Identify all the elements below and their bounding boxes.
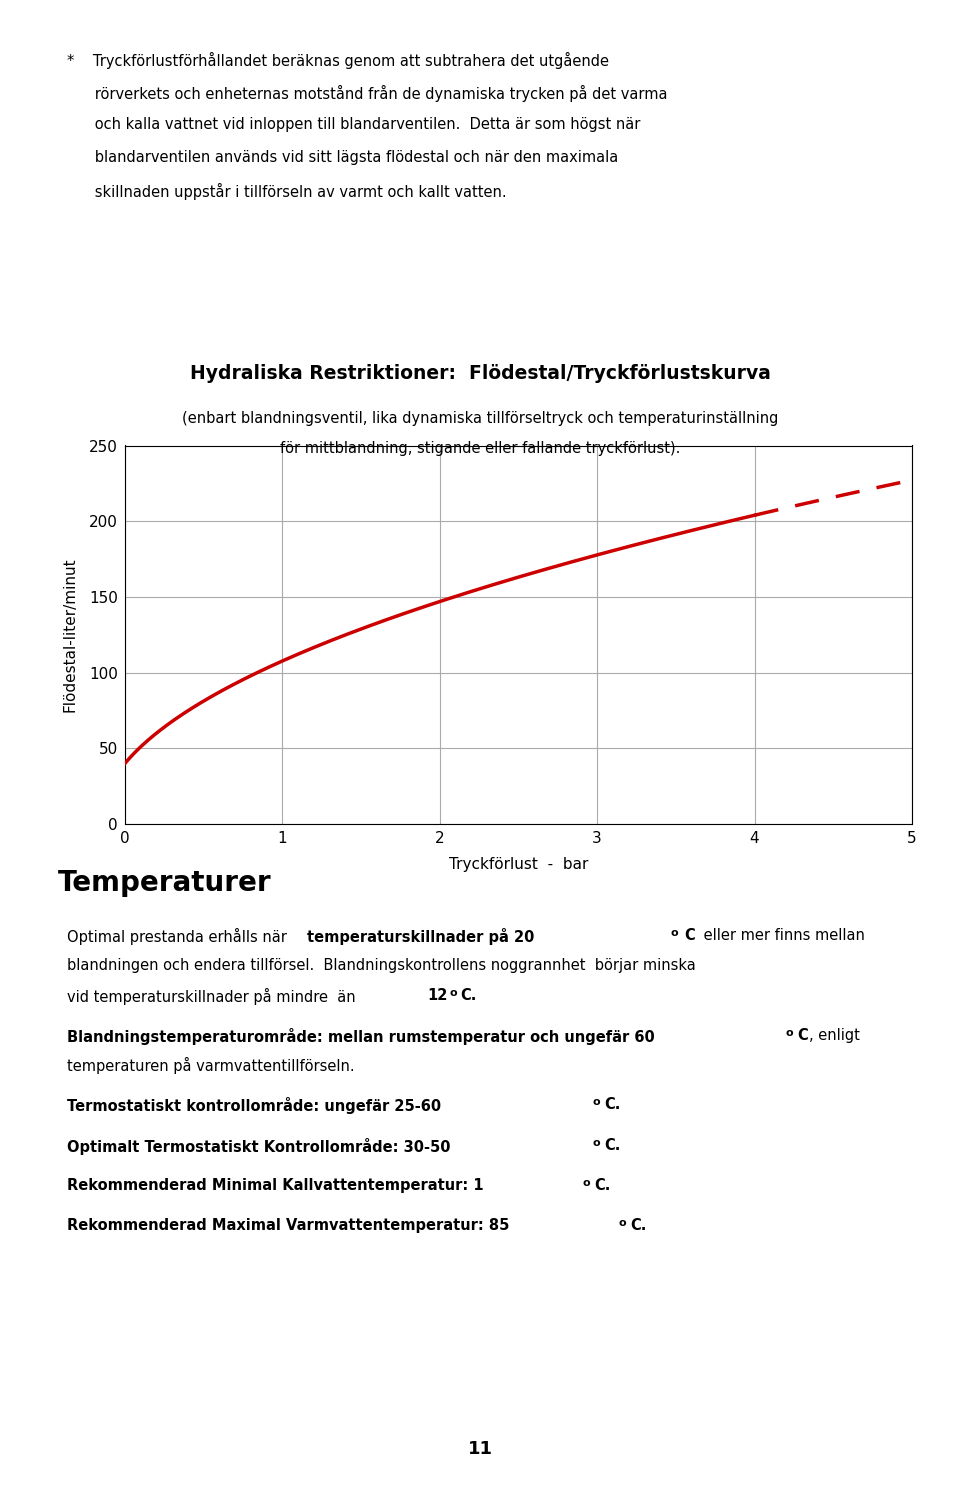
Text: *    Tryckförlustförhållandet beräknas genom att subtrahera det utgående: * Tryckförlustförhållandet beräknas geno… xyxy=(67,52,610,68)
Text: o: o xyxy=(592,1097,600,1108)
Text: o: o xyxy=(449,988,457,998)
Text: C.: C. xyxy=(630,1218,646,1233)
Text: o: o xyxy=(592,1138,600,1148)
Text: C.: C. xyxy=(594,1178,611,1192)
Text: vid temperaturskillnader på mindre  än: vid temperaturskillnader på mindre än xyxy=(67,988,360,1004)
Text: o: o xyxy=(670,928,678,939)
Text: temperaturen på varmvattentillförseln.: temperaturen på varmvattentillförseln. xyxy=(67,1057,355,1074)
Text: Termostatiskt kontrollområde: ungefär 25-60: Termostatiskt kontrollområde: ungefär 25… xyxy=(67,1097,442,1114)
Text: temperaturskillnader på 20: temperaturskillnader på 20 xyxy=(307,928,535,944)
Text: 11: 11 xyxy=(468,1440,492,1458)
Text: och kalla vattnet vid inloppen till blandarventilen.  Detta är som högst när: och kalla vattnet vid inloppen till blan… xyxy=(67,117,640,132)
Text: eller mer finns mellan: eller mer finns mellan xyxy=(699,928,865,943)
Text: o: o xyxy=(785,1028,793,1038)
Text: Optimal prestanda erhålls när: Optimal prestanda erhålls när xyxy=(67,928,292,944)
Text: C.: C. xyxy=(460,988,476,1002)
Text: o: o xyxy=(583,1178,590,1188)
Text: blandarventilen används vid sitt lägsta flödestal och när den maximala: blandarventilen används vid sitt lägsta … xyxy=(67,150,618,165)
Text: Temperaturer: Temperaturer xyxy=(58,869,272,897)
Text: (enbart blandningsventil, lika dynamiska tillförseltryck och temperaturinställni: (enbart blandningsventil, lika dynamiska… xyxy=(181,411,779,426)
Text: Hydraliska Restriktioner:  Flödestal/Tryckförlustskurva: Hydraliska Restriktioner: Flödestal/Tryc… xyxy=(189,364,771,383)
Text: blandningen och endera tillförsel.  Blandningskontrollens noggrannhet  börjar mi: blandningen och endera tillförsel. Bland… xyxy=(67,958,696,973)
Text: skillnaden uppstår i tillförseln av varmt och kallt vatten.: skillnaden uppstår i tillförseln av varm… xyxy=(67,183,507,199)
Text: Optimalt Termostatiskt Kontrollområde: 30-50: Optimalt Termostatiskt Kontrollområde: 3… xyxy=(67,1138,450,1154)
Y-axis label: Flödestal-liter/minut: Flödestal-liter/minut xyxy=(62,557,78,713)
X-axis label: Tryckförlust  -  bar: Tryckförlust - bar xyxy=(448,857,588,872)
Text: rörverkets och enheternas motstånd från de dynamiska trycken på det varma: rörverkets och enheternas motstånd från … xyxy=(67,85,668,101)
Text: o: o xyxy=(618,1218,626,1228)
Text: , enligt: , enligt xyxy=(809,1028,860,1042)
Text: Rekommenderad Minimal Kallvattentemperatur: 1: Rekommenderad Minimal Kallvattentemperat… xyxy=(67,1178,484,1192)
Text: för mittblandning, stigande eller fallande tryckförlust).: för mittblandning, stigande eller fallan… xyxy=(279,441,681,456)
Text: C.: C. xyxy=(604,1097,620,1112)
Text: C: C xyxy=(797,1028,807,1042)
Text: Blandningstemperaturområde: mellan rumstemperatur och ungefär 60: Blandningstemperaturområde: mellan rumst… xyxy=(67,1028,655,1044)
Text: C.: C. xyxy=(604,1138,620,1152)
Text: C: C xyxy=(684,928,695,943)
Text: Rekommenderad Maximal Varmvattentemperatur: 85: Rekommenderad Maximal Varmvattentemperat… xyxy=(67,1218,510,1233)
Text: 12: 12 xyxy=(427,988,447,1002)
